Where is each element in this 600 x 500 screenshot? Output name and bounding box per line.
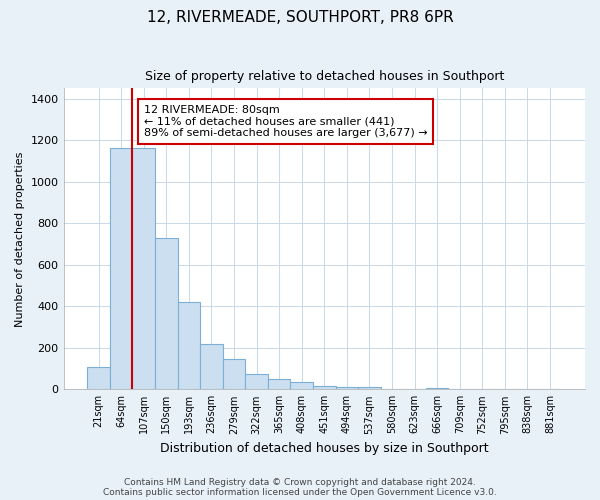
Bar	[223, 358, 245, 390]
Bar	[313, 386, 335, 390]
Text: 12 RIVERMEADE: 80sqm
← 11% of detached houses are smaller (441)
89% of semi-deta: 12 RIVERMEADE: 80sqm ← 11% of detached h…	[143, 105, 427, 138]
Bar	[110, 148, 133, 390]
Bar	[426, 388, 448, 390]
Title: Size of property relative to detached houses in Southport: Size of property relative to detached ho…	[145, 70, 504, 83]
Bar	[245, 374, 268, 390]
Bar	[358, 387, 381, 390]
Bar	[155, 238, 178, 390]
Bar	[335, 387, 358, 390]
Bar	[268, 379, 290, 390]
Bar	[178, 302, 200, 390]
Bar	[133, 148, 155, 390]
X-axis label: Distribution of detached houses by size in Southport: Distribution of detached houses by size …	[160, 442, 488, 455]
Text: 12, RIVERMEADE, SOUTHPORT, PR8 6PR: 12, RIVERMEADE, SOUTHPORT, PR8 6PR	[146, 10, 454, 25]
Bar	[87, 367, 110, 390]
Text: Contains HM Land Registry data © Crown copyright and database right 2024.
Contai: Contains HM Land Registry data © Crown c…	[103, 478, 497, 497]
Bar	[200, 344, 223, 390]
Y-axis label: Number of detached properties: Number of detached properties	[15, 151, 25, 326]
Bar	[290, 382, 313, 390]
